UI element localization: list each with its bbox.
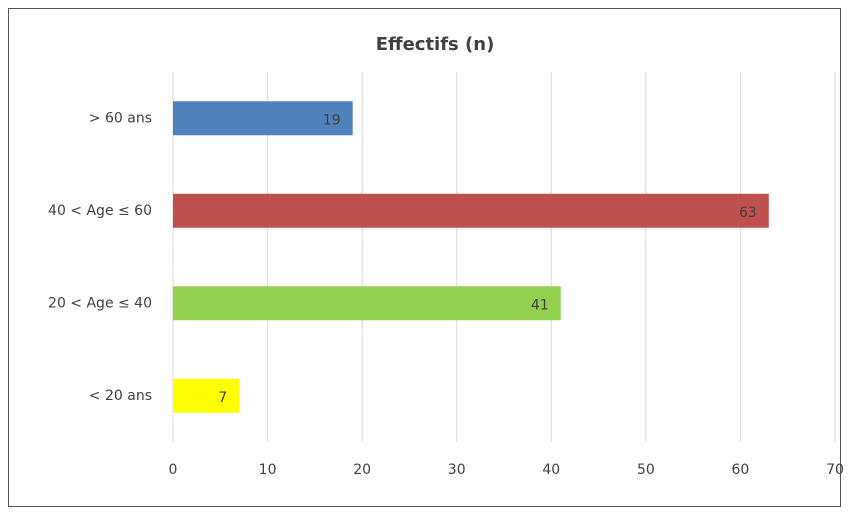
- y-tick-label: > 60 ans: [89, 110, 152, 126]
- x-tick-label: 0: [169, 462, 178, 478]
- data-label: 19: [323, 112, 341, 128]
- x-tick-label: 60: [732, 462, 750, 478]
- data-label: 41: [531, 297, 549, 313]
- data-label: 7: [218, 390, 227, 406]
- bar: [173, 286, 561, 321]
- y-tick-label: 20 < Age ≤ 40: [48, 295, 152, 311]
- chart-title: Effectifs (n): [376, 34, 495, 55]
- data-label: 63: [739, 205, 757, 221]
- x-tick-label: 70: [826, 462, 844, 478]
- y-tick-label: < 20 ans: [89, 388, 152, 404]
- x-tick-label: 50: [637, 462, 655, 478]
- x-tick-label: 20: [353, 462, 371, 478]
- x-tick-label: 40: [542, 462, 560, 478]
- bar: [173, 101, 353, 136]
- bar: [173, 378, 240, 413]
- chart-border: [8, 8, 841, 507]
- y-tick-label: 40 < Age ≤ 60: [48, 203, 152, 219]
- bar: [173, 193, 769, 228]
- x-tick-label: 30: [448, 462, 466, 478]
- x-tick-label: 10: [259, 462, 277, 478]
